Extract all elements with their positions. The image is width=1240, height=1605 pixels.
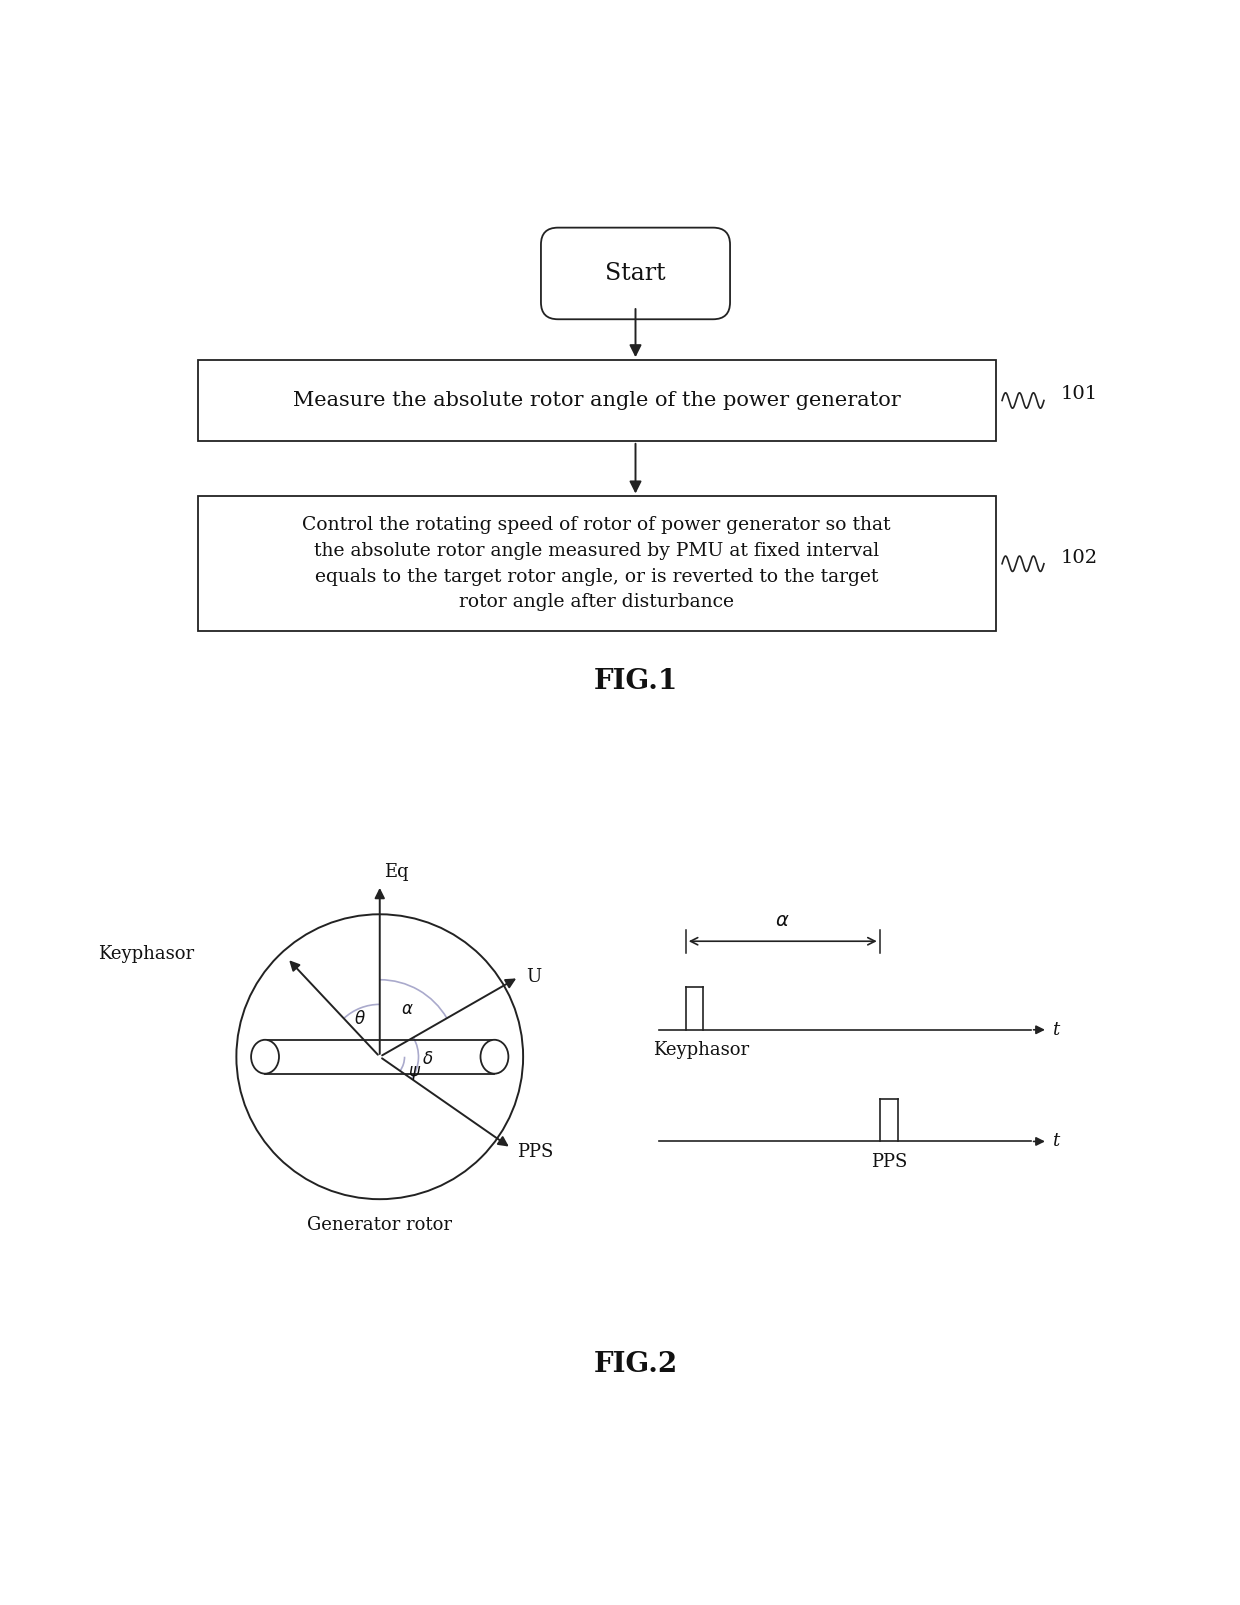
Ellipse shape bbox=[250, 1040, 279, 1074]
Bar bbox=[197, 496, 996, 631]
Text: FIG.2: FIG.2 bbox=[594, 1351, 677, 1379]
Text: $\delta$: $\delta$ bbox=[423, 1050, 434, 1067]
Text: Keyphasor: Keyphasor bbox=[652, 1042, 749, 1059]
Text: U: U bbox=[527, 968, 542, 985]
Text: $\alpha$: $\alpha$ bbox=[775, 912, 790, 931]
Text: Control the rotating speed of rotor of power generator so that
the absolute roto: Control the rotating speed of rotor of p… bbox=[303, 517, 892, 612]
Text: Measure the absolute rotor angle of the power generator: Measure the absolute rotor angle of the … bbox=[293, 392, 900, 409]
Text: t: t bbox=[1053, 1021, 1060, 1038]
Text: Start: Start bbox=[605, 262, 666, 286]
Text: FIG.1: FIG.1 bbox=[594, 668, 677, 695]
Text: Keyphasor: Keyphasor bbox=[98, 945, 193, 963]
FancyBboxPatch shape bbox=[541, 228, 730, 319]
Text: PPS: PPS bbox=[870, 1152, 908, 1172]
Text: 102: 102 bbox=[1061, 549, 1099, 567]
Text: PPS: PPS bbox=[517, 1143, 554, 1160]
Text: $\alpha$: $\alpha$ bbox=[402, 1000, 414, 1018]
Text: 101: 101 bbox=[1061, 385, 1099, 403]
Text: t: t bbox=[1053, 1133, 1060, 1151]
Ellipse shape bbox=[481, 1040, 508, 1074]
Text: $\theta$: $\theta$ bbox=[355, 1010, 366, 1027]
Bar bbox=[197, 360, 996, 441]
Text: Eq: Eq bbox=[384, 863, 409, 881]
Text: $\psi$: $\psi$ bbox=[408, 1064, 420, 1082]
Text: Generator rotor: Generator rotor bbox=[308, 1217, 453, 1234]
